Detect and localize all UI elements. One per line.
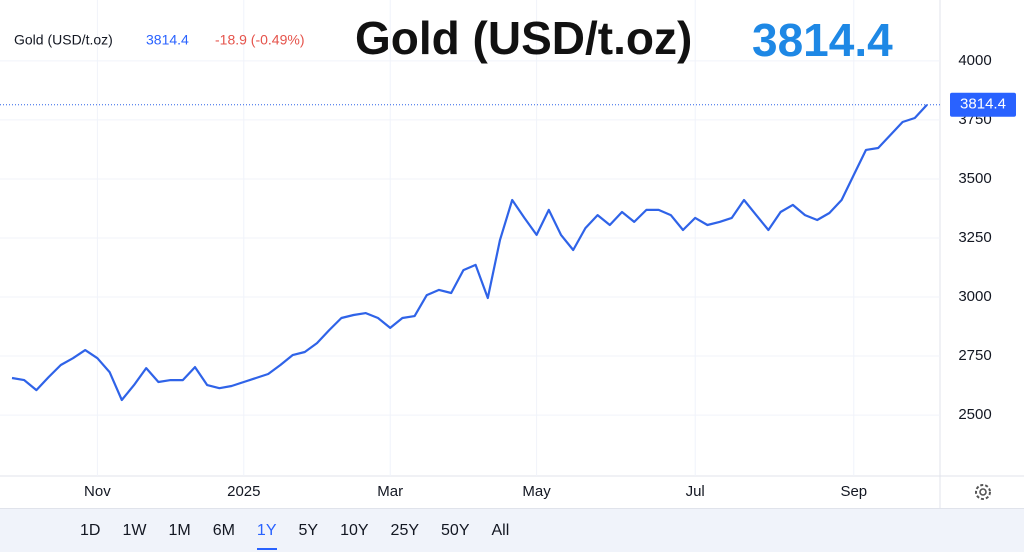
range-button[interactable]: 1W xyxy=(122,521,147,539)
range-bar: 1D 1W 1M 6M 1Y 5Y 10Y 25Y 50Y All xyxy=(0,508,1024,552)
range-button[interactable]: 50Y xyxy=(441,521,470,539)
grid xyxy=(0,0,940,476)
y-tick-label: 3000 xyxy=(958,288,991,305)
x-tick-label: Mar xyxy=(377,483,403,500)
y-tick-label: 3250 xyxy=(958,229,991,246)
range-button[interactable]: All xyxy=(491,521,510,539)
big-price: 3814.4 xyxy=(752,14,893,66)
range-button[interactable]: 6M xyxy=(212,521,235,539)
range-button[interactable]: 1Y xyxy=(256,512,277,550)
y-tick-label: 4000 xyxy=(958,52,991,69)
background xyxy=(0,0,1024,508)
y-tick-label: 2750 xyxy=(958,347,991,364)
legend-change: -18.9 (-0.49%) xyxy=(215,32,304,48)
x-tick-label: Jul xyxy=(686,483,705,500)
y-tick-label: 2500 xyxy=(958,406,991,423)
x-tick-label: Nov xyxy=(84,483,111,500)
range-button[interactable]: 10Y xyxy=(340,521,369,539)
line-series xyxy=(11,103,928,402)
legend-price: 3814.4 xyxy=(146,32,189,48)
chart: Gold (USD/t.oz) 3814.4 -18.9 (-0.49%) Go… xyxy=(0,0,1024,508)
range-button[interactable]: 5Y xyxy=(298,521,319,539)
chart-title: Gold (USD/t.oz) xyxy=(355,12,692,64)
plot xyxy=(0,103,940,402)
x-tick-label: Sep xyxy=(840,483,867,500)
range-button[interactable]: 1D xyxy=(80,521,101,539)
price-tag-label: 3814.4 xyxy=(960,96,1006,113)
range-button[interactable]: 1M xyxy=(168,521,191,539)
legend-name: Gold (USD/t.oz) xyxy=(14,32,113,48)
price-tag xyxy=(950,92,1016,117)
y-tick-label: 3500 xyxy=(958,170,991,187)
range-button[interactable]: 25Y xyxy=(390,521,420,539)
settings-icon[interactable] xyxy=(975,484,991,500)
x-tick-label: May xyxy=(522,483,551,500)
x-tick-label: 2025 xyxy=(227,483,260,500)
